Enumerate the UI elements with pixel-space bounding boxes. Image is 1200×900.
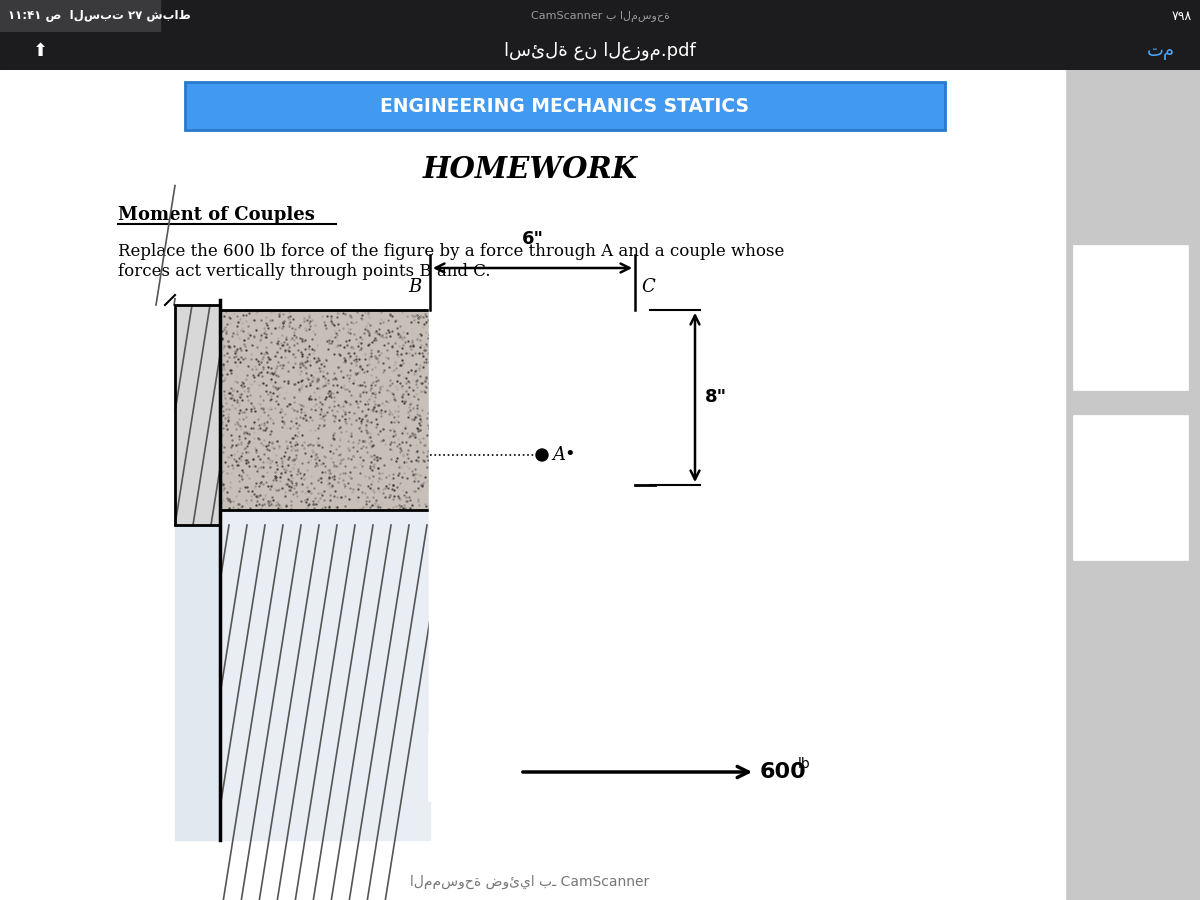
Bar (0, 70, 1066, 900)
Bar (185, 82, 946, 130)
Text: 6": 6" (522, 230, 544, 248)
Bar (0, 0, 160, 32)
Bar (175, 305, 220, 525)
Text: ⬆: ⬆ (32, 42, 48, 60)
Text: A•: A• (552, 446, 576, 464)
Text: تم: تم (1147, 42, 1175, 60)
Circle shape (480, 375, 520, 415)
Circle shape (480, 495, 520, 535)
Bar (1066, 70, 1200, 900)
Text: ENGINEERING MECHANICS STATICS: ENGINEERING MECHANICS STATICS (380, 96, 750, 115)
Circle shape (565, 495, 605, 535)
Text: C: C (641, 278, 655, 296)
Bar (1073, 245, 1188, 390)
Text: HOMEWORK: HOMEWORK (422, 156, 637, 184)
Text: B: B (409, 278, 422, 296)
Text: الممسوحة ضوئيا بـ CamScanner: الممسوحة ضوئيا بـ CamScanner (410, 875, 649, 889)
Text: lb: lb (798, 757, 811, 771)
Bar (220, 310, 430, 510)
Text: اسئلة عن العزوم.pdf: اسئلة عن العزوم.pdf (504, 41, 696, 60)
Polygon shape (430, 735, 635, 800)
Text: 8": 8" (706, 389, 727, 407)
Bar (185, 82, 946, 130)
Text: CamScanner ب المسوحة: CamScanner ب المسوحة (530, 11, 670, 22)
Text: ۱۱:۴۱ ص  السبت ۲۷ شباط: ۱۱:۴۱ ص السبت ۲۷ شباط (8, 10, 191, 22)
Text: Replace the 600 lb force of the figure by a force through A and a couple whose: Replace the 600 lb force of the figure b… (118, 244, 785, 260)
Bar (220, 310, 430, 510)
Bar (175, 305, 220, 525)
Text: ۷۹۸: ۷۹۸ (1171, 10, 1192, 22)
Bar (430, 310, 635, 735)
Bar (175, 525, 220, 840)
Bar (220, 510, 430, 840)
Circle shape (536, 449, 548, 461)
Text: 600: 600 (760, 762, 806, 782)
Text: Moment of Couples: Moment of Couples (118, 206, 314, 224)
Circle shape (482, 754, 518, 790)
Text: forces act vertically through points B and C.: forces act vertically through points B a… (118, 264, 491, 281)
Circle shape (565, 375, 605, 415)
Bar (1073, 415, 1188, 560)
